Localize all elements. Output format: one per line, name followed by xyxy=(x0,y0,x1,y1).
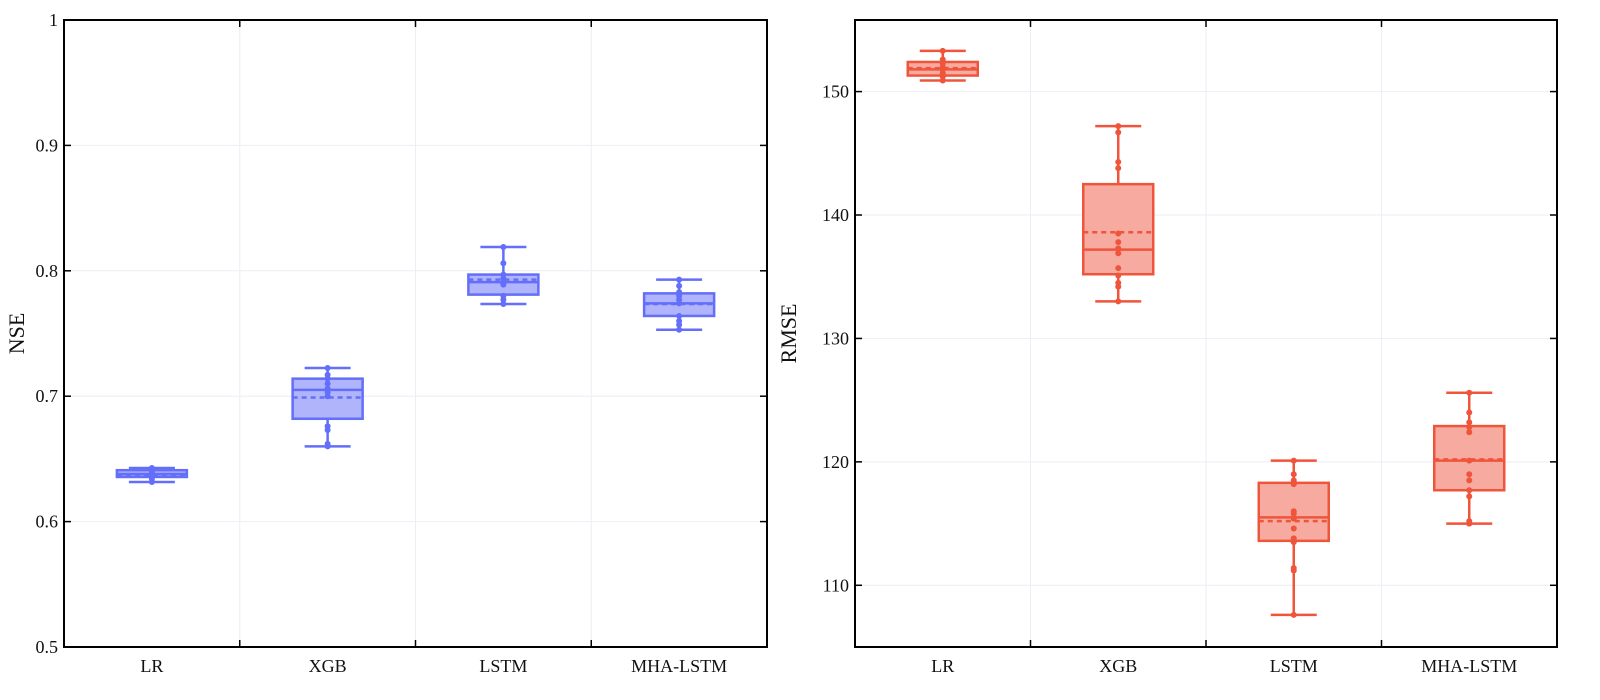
x-tick-label: MHA-LSTM xyxy=(631,656,727,676)
data-point xyxy=(500,292,507,299)
data-point xyxy=(1290,565,1297,572)
data-point xyxy=(1466,389,1473,396)
data-point xyxy=(324,440,331,447)
data-point xyxy=(500,260,507,267)
nse-box-plot: LR XGB LSTM MHA-LSTM 0.5 0.6 0.7 0.8 0.9 1 NSE xyxy=(4,10,768,676)
box-lstm xyxy=(1257,457,1330,618)
y-tick-label: 140 xyxy=(822,205,849,225)
x-tick-label: MHA-LSTM xyxy=(1421,656,1517,676)
data-point xyxy=(1290,515,1297,522)
rmse-box-plot: LR XGB LSTM MHA-LSTM 110 120 130 140 150 RMSE xyxy=(776,19,1558,676)
x-tick-label: LSTM xyxy=(479,656,527,676)
y-tick-label: 0.9 xyxy=(36,135,59,155)
data-point xyxy=(324,380,331,387)
data-point xyxy=(939,56,946,63)
data-point xyxy=(1115,265,1122,272)
data-point xyxy=(1290,457,1297,464)
data-point xyxy=(676,317,683,324)
data-point xyxy=(939,47,946,54)
data-point xyxy=(676,312,683,319)
data-point xyxy=(500,271,507,278)
x-tick-label: XGB xyxy=(309,656,347,676)
data-point xyxy=(324,371,331,378)
y-tick-label: 110 xyxy=(823,575,849,595)
box-mha-lstm xyxy=(642,276,716,333)
data-point xyxy=(324,364,331,371)
y-tick-label: 1 xyxy=(49,10,58,30)
data-point xyxy=(1466,419,1473,426)
box-lr xyxy=(115,465,189,485)
data-point xyxy=(1466,457,1473,464)
x-tick-label: LR xyxy=(931,656,954,676)
data-point xyxy=(676,282,683,289)
data-point xyxy=(1115,250,1122,257)
data-point xyxy=(1290,471,1297,478)
data-point xyxy=(1290,525,1297,532)
box-mha-lstm xyxy=(1433,389,1506,527)
y-tick-label: 0.5 xyxy=(36,637,59,657)
data-point xyxy=(1115,298,1122,305)
data-point xyxy=(324,423,331,430)
data-point xyxy=(1290,611,1297,618)
box-xgb xyxy=(291,364,364,450)
data-point xyxy=(1115,245,1122,252)
y-tick-label: 0.6 xyxy=(36,512,59,532)
data-point xyxy=(1115,272,1122,279)
y-axis-label: RMSE xyxy=(776,304,801,364)
plot-frame xyxy=(854,19,1558,648)
data-point xyxy=(1115,158,1122,165)
data-point xyxy=(1466,424,1473,431)
data-point xyxy=(500,243,507,250)
data-point xyxy=(1115,230,1122,237)
box-lr xyxy=(906,47,979,84)
data-point xyxy=(676,326,683,333)
y-tick-label: 120 xyxy=(822,452,849,472)
x-tick-label: XGB xyxy=(1099,656,1137,676)
data-point xyxy=(324,385,331,392)
data-point xyxy=(1466,471,1473,478)
data-point xyxy=(1290,477,1297,484)
data-point xyxy=(1466,487,1473,494)
data-point xyxy=(1466,477,1473,484)
y-tick-label: 150 xyxy=(822,82,849,102)
iqr-box xyxy=(1082,182,1155,276)
x-tick-label: LSTM xyxy=(1270,656,1318,676)
data-point xyxy=(1290,508,1297,515)
box-lstm xyxy=(467,243,540,308)
data-point xyxy=(676,289,683,296)
plot-frame xyxy=(63,19,768,648)
y-tick-label: 0.8 xyxy=(36,261,59,281)
data-point xyxy=(1115,279,1122,286)
data-point xyxy=(148,465,155,472)
data-point xyxy=(676,276,683,283)
data-point xyxy=(1115,165,1122,172)
box-xgb xyxy=(1082,123,1155,305)
data-point xyxy=(1115,129,1122,136)
data-point xyxy=(500,301,507,308)
data-point xyxy=(1115,123,1122,130)
y-tick-label: 130 xyxy=(822,328,849,348)
y-axis-label: NSE xyxy=(4,313,29,355)
data-point xyxy=(1466,409,1473,416)
data-point xyxy=(1466,518,1473,525)
data-point xyxy=(1115,239,1122,246)
data-point xyxy=(1290,535,1297,542)
data-point xyxy=(1466,493,1473,500)
y-tick-label: 0.7 xyxy=(36,386,59,406)
x-tick-label: LR xyxy=(140,656,163,676)
data-point xyxy=(1466,429,1473,436)
